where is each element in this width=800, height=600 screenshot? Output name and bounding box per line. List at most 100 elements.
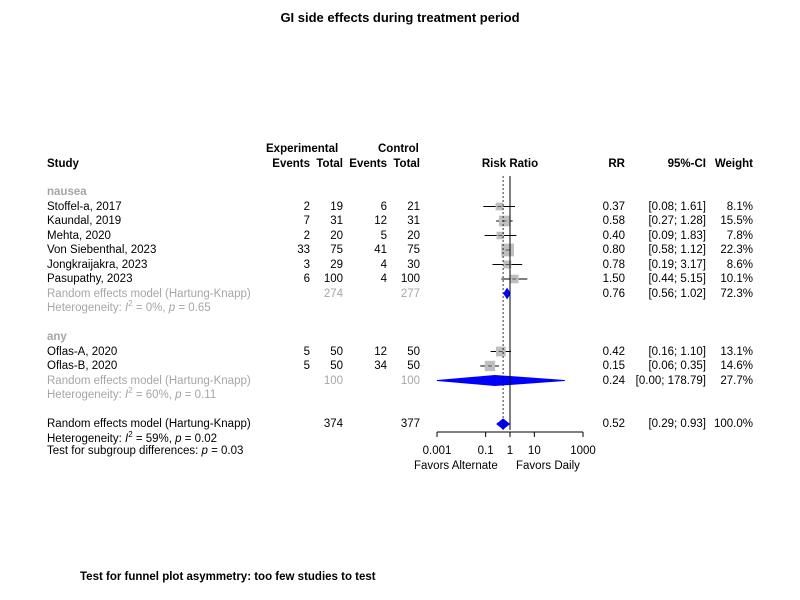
x-tick-label-3: 10: [527, 445, 541, 457]
study-0-3-e-events: 33: [297, 244, 310, 256]
x-tick-label-1: 0.1: [477, 445, 494, 457]
x-tick-label-4: 1000: [570, 445, 596, 457]
header-rr: RR: [608, 158, 625, 170]
header-study: Study: [47, 158, 79, 170]
study-0-4-weight: 8.6%: [726, 258, 753, 271]
study-0-0-weight: 8.1%: [726, 200, 753, 213]
study-0-3-c-events: 41: [374, 244, 387, 256]
study-0-2-ci: [0.09; 1.83]: [648, 229, 706, 242]
study-0-4-rr: 0.78: [602, 258, 625, 271]
study-0-2-c-total: 20: [407, 229, 420, 242]
study-0-2-c-events: 5: [380, 229, 387, 242]
subgroup-1-model-rr: 0.24: [602, 374, 625, 387]
header-e-total: Total: [316, 158, 343, 170]
overall-model-rr: 0.52: [602, 418, 625, 430]
subgroup-0-model-heterogeneity: Heterogeneity: I2 = 0%, p = 0.65: [47, 299, 211, 314]
study-0-2-weight: 7.8%: [726, 229, 753, 242]
study-0-0-ci: [0.08; 1.61]: [648, 200, 706, 213]
study-1-1-c-events: 34: [374, 360, 387, 372]
subgroup-1-model-diamond: [436, 374, 565, 387]
overall-heterogeneity: Heterogeneity: I2 = 59%, p = 0.02: [47, 429, 218, 445]
study-1-0-e-events: 5: [303, 345, 310, 358]
favors-right-label: Favors Daily: [516, 460, 580, 472]
x-tick-label-2: 1: [506, 445, 514, 457]
study-0-3-name: Von Siebenthal, 2023: [47, 244, 157, 256]
study-0-3-rr: 0.80: [602, 244, 625, 256]
study-0-2-rr: 0.40: [602, 229, 625, 242]
study-1-0-name: Oflas-A, 2020: [47, 345, 118, 358]
study-0-0-name: Stoffel-a, 2017: [47, 200, 122, 213]
chart-title: GI side effects during treatment period: [280, 10, 520, 25]
funnel-note: Test for funnel plot asymmetry: too few …: [80, 571, 376, 583]
header-weight: Weight: [714, 158, 753, 170]
study-1-0-c-events: 12: [374, 345, 387, 358]
subgroup-0-model-diamond: [503, 287, 511, 300]
study-0-5-weight: 10.1%: [720, 273, 753, 285]
study-0-1-e-total: 31: [330, 215, 343, 227]
subgroup-1-model-weight: 27.7%: [720, 374, 753, 387]
header-ci: 95%-CI: [667, 158, 706, 170]
study-1-1-c-total: 50: [407, 360, 420, 372]
study-0-5-name: Pasupathy, 2023: [47, 273, 133, 285]
study-0-1-name: Kaundal, 2019: [47, 215, 122, 227]
study-0-5-c-total: 100: [400, 273, 420, 285]
header-e-events: Events: [272, 158, 310, 170]
overall-model-weight: 100.0%: [713, 418, 753, 430]
study-0-4-name: Jongkraijakra, 2023: [47, 258, 148, 271]
study-0-4-c-total: 30: [407, 258, 420, 271]
study-0-0-rr: 0.37: [602, 200, 625, 213]
study-0-2-e-events: 2: [303, 229, 310, 242]
study-0-2-name: Mehta, 2020: [47, 229, 111, 242]
subgroup-header-any: any: [47, 331, 67, 343]
study-0-1-c-total: 31: [407, 215, 420, 227]
study-0-5-e-events: 6: [303, 273, 310, 285]
study-1-0-weight: 13.1%: [720, 345, 753, 358]
study-1-0-e-total: 50: [330, 345, 343, 358]
study-0-5-rr: 1.50: [602, 273, 625, 285]
study-0-1-weight: 15.5%: [720, 215, 753, 227]
subgroup-test: Test for subgroup differences: p = 0.03: [47, 444, 244, 457]
study-0-0-e-total: 19: [330, 200, 343, 213]
header-experimental: Experimental: [266, 143, 339, 155]
header-c-total: Total: [393, 158, 420, 170]
study-0-5-e-total: 100: [323, 273, 343, 285]
subgroup-1-model-heterogeneity: Heterogeneity: I2 = 60%, p = 0.11: [47, 386, 217, 401]
subgroup-0-model-c-total: 277: [400, 287, 420, 300]
study-0-2-e-total: 20: [330, 229, 343, 242]
subgroup-0-model-rr: 0.76: [602, 287, 625, 300]
subgroup-1-model-e-total: 100: [323, 374, 343, 387]
study-0-4-e-events: 3: [303, 258, 310, 271]
study-0-3-weight: 22.3%: [720, 244, 753, 256]
subgroup-header-nausea: nausea: [47, 186, 87, 198]
study-0-0-c-events: 6: [380, 200, 387, 213]
study-1-0-c-total: 50: [407, 345, 420, 358]
study-1-0-ci: [0.16; 1.10]: [648, 345, 706, 358]
overall-model-ci: [0.29; 0.93]: [648, 418, 706, 430]
header-c-events: Events: [349, 158, 387, 170]
subgroup-0-model-ci: [0.56; 1.02]: [648, 287, 706, 300]
overall-model-label: Random effects model (Hartung-Knapp): [47, 418, 251, 430]
study-0-4-c-events: 4: [380, 258, 387, 271]
subgroup-1-model-label: Random effects model (Hartung-Knapp): [47, 374, 251, 387]
study-1-0-rr: 0.42: [602, 345, 625, 358]
study-0-4-e-total: 29: [330, 258, 343, 271]
subgroup-0-model-weight: 72.3%: [720, 287, 753, 300]
subgroup-1-model-ci: [0.00; 178.79]: [635, 374, 706, 387]
study-1-1-e-total: 50: [330, 360, 343, 372]
x-tick-label-0: 0.001: [422, 445, 452, 457]
overall-model-e-total: 374: [323, 418, 343, 430]
study-1-1-e-events: 5: [303, 360, 310, 372]
study-0-3-c-total: 75: [407, 244, 420, 256]
study-0-5-ci: [0.44; 5.15]: [648, 273, 706, 285]
study-1-1-weight: 14.6%: [720, 360, 753, 372]
study-0-1-c-events: 12: [374, 215, 387, 227]
study-0-0-c-total: 21: [407, 200, 420, 213]
study-1-1-rr: 0.15: [602, 360, 625, 372]
study-0-1-ci: [0.27; 1.28]: [648, 215, 706, 227]
study-0-3-e-total: 75: [330, 244, 343, 256]
header-risk-ratio: Risk Ratio: [481, 158, 539, 170]
study-0-0-e-events: 2: [303, 200, 310, 213]
subgroup-1-model-c-total: 100: [400, 374, 420, 387]
study-1-1-name: Oflas-B, 2020: [47, 360, 118, 372]
subgroup-0-model-label: Random effects model (Hartung-Knapp): [47, 287, 251, 300]
